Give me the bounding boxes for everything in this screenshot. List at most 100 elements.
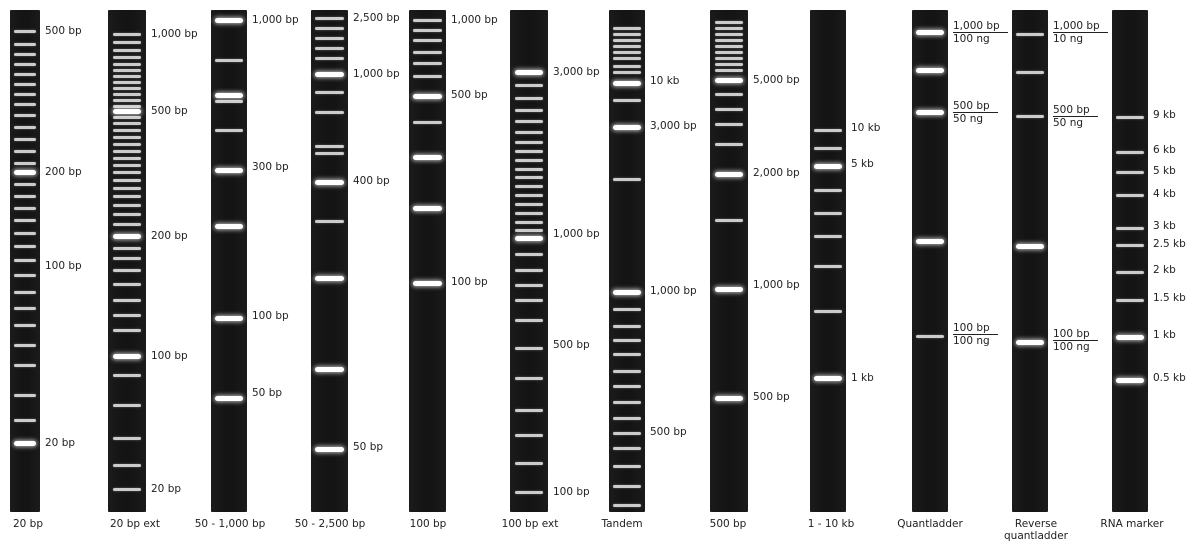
gel-lane bbox=[409, 10, 446, 512]
size-label: 100 bp bbox=[252, 310, 289, 322]
gel-band bbox=[13, 62, 37, 66]
gel-band bbox=[315, 144, 344, 148]
gel-band bbox=[112, 104, 142, 108]
gel-band bbox=[315, 16, 344, 20]
gel-band bbox=[315, 36, 344, 40]
gel-band bbox=[514, 346, 544, 350]
size-label: 400 bp bbox=[353, 175, 390, 187]
gel-band bbox=[215, 17, 243, 23]
gel-lane bbox=[311, 10, 348, 512]
gel-band bbox=[112, 48, 142, 52]
gel-band bbox=[215, 128, 243, 132]
size-label: 2,500 bp bbox=[353, 12, 400, 24]
gel-band bbox=[13, 82, 37, 86]
gel-band bbox=[215, 99, 243, 103]
gel-band bbox=[112, 313, 142, 317]
gel-band bbox=[613, 503, 641, 507]
gel-band bbox=[514, 376, 544, 380]
gel-band bbox=[714, 171, 744, 177]
gel-band bbox=[315, 46, 344, 50]
gel-band bbox=[1016, 70, 1044, 74]
gel-band bbox=[814, 188, 842, 192]
gel-band bbox=[112, 282, 142, 286]
gel-band bbox=[613, 400, 641, 404]
size-label: 1,000 bp bbox=[353, 68, 400, 80]
gel-band bbox=[112, 203, 142, 207]
gel-band bbox=[112, 178, 142, 182]
gel-band bbox=[112, 142, 142, 146]
size-label: 1,000 bp bbox=[252, 14, 299, 26]
gel-band bbox=[1116, 115, 1144, 119]
size-label: 4 kb bbox=[1153, 188, 1176, 200]
size-label: 500 bp bbox=[753, 391, 790, 403]
gel-band bbox=[613, 26, 641, 30]
gel-band bbox=[13, 182, 37, 186]
gel-band bbox=[112, 328, 142, 332]
gel-band bbox=[514, 149, 544, 153]
gel-band bbox=[514, 83, 544, 87]
gel-lane bbox=[1012, 10, 1048, 512]
gel-lane bbox=[710, 10, 748, 512]
gel-band bbox=[714, 62, 744, 66]
lane-name: 500 bp bbox=[709, 518, 747, 530]
gel-band bbox=[112, 373, 142, 377]
size-label: 2 kb bbox=[1153, 264, 1176, 276]
gel-band bbox=[714, 20, 744, 24]
size-label: 1,000 bp bbox=[553, 228, 600, 240]
gel-band bbox=[1116, 270, 1144, 274]
gel-band bbox=[215, 395, 243, 401]
gel-band bbox=[112, 68, 142, 72]
gel-band bbox=[13, 113, 37, 117]
gel-band bbox=[613, 80, 641, 86]
size-label: 100 bp bbox=[45, 260, 82, 272]
gel-band bbox=[13, 393, 37, 397]
size-label: 200 bp bbox=[45, 166, 82, 178]
size-label: 6 kb bbox=[1153, 144, 1176, 156]
gel-band bbox=[613, 324, 641, 328]
gel-band bbox=[714, 218, 744, 222]
lane-name: 100 bp ext bbox=[501, 518, 559, 530]
gel-band bbox=[215, 223, 243, 229]
gel-band bbox=[613, 124, 641, 130]
size-label: 20 bp bbox=[151, 483, 182, 495]
size-label: 5 kb bbox=[851, 158, 874, 170]
gel-band bbox=[916, 334, 944, 338]
gel-band bbox=[714, 38, 744, 42]
lane-name: RNA marker bbox=[1100, 518, 1164, 530]
gel-band bbox=[1116, 298, 1144, 302]
gel-band bbox=[413, 61, 442, 65]
gel-band bbox=[1116, 226, 1144, 230]
gel-band bbox=[112, 246, 142, 250]
gel-band bbox=[613, 464, 641, 468]
gel-band bbox=[714, 122, 744, 126]
gel-band bbox=[112, 212, 142, 216]
gel-band bbox=[514, 433, 544, 437]
gel-band bbox=[613, 32, 641, 36]
gel-band bbox=[413, 93, 442, 99]
size-label: 100 bp bbox=[151, 350, 188, 362]
lane-name: Quantladder bbox=[897, 518, 963, 530]
gel-band bbox=[112, 115, 142, 119]
gel-band bbox=[613, 38, 641, 42]
gel-band bbox=[112, 92, 142, 96]
gel-band bbox=[112, 40, 142, 44]
gel-band bbox=[112, 108, 142, 114]
gel-band bbox=[613, 431, 641, 435]
gel-band bbox=[714, 26, 744, 30]
gel-band bbox=[13, 194, 37, 198]
size-label: 1.5 kb bbox=[1153, 292, 1186, 304]
gel-band bbox=[613, 98, 641, 102]
gel-band bbox=[1116, 243, 1144, 247]
gel-band bbox=[13, 169, 37, 175]
gel-band bbox=[1016, 114, 1044, 118]
gel-band bbox=[514, 108, 544, 112]
gel-band bbox=[514, 167, 544, 171]
gel-band bbox=[315, 275, 344, 281]
gel-band bbox=[13, 102, 37, 106]
gel-band bbox=[112, 436, 142, 440]
size-label: 1,000 bp bbox=[151, 28, 198, 40]
gel-band bbox=[112, 80, 142, 84]
gel-band bbox=[916, 109, 944, 115]
size-label: 10 kb bbox=[851, 122, 881, 134]
size-label: 10 kb bbox=[650, 75, 680, 87]
